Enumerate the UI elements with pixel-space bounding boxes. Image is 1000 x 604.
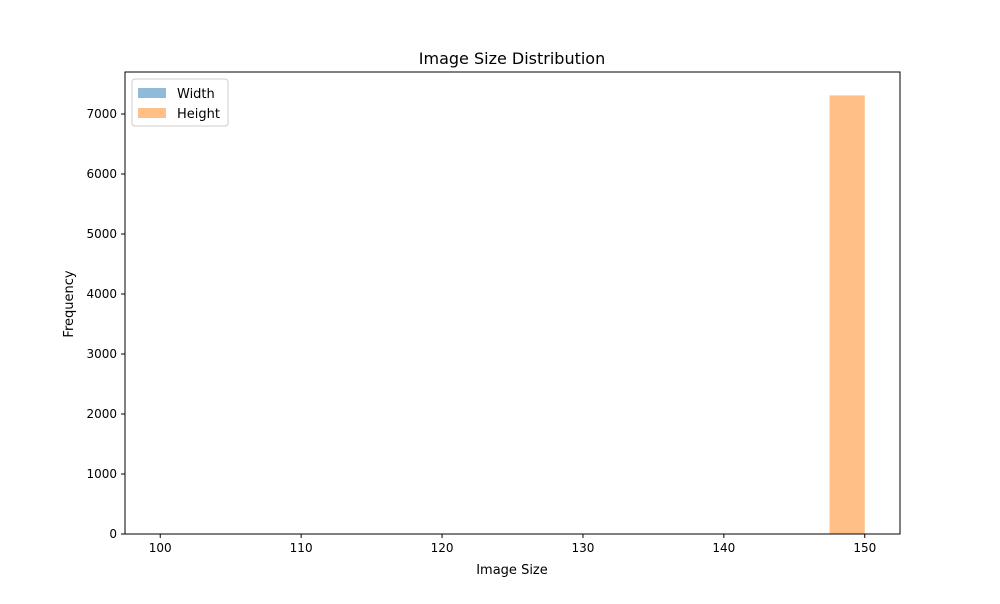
legend-label-height: Height: [177, 107, 220, 122]
chart-title: Image Size Distribution: [419, 49, 605, 68]
x-tick-label: 120: [431, 541, 454, 555]
y-tick-label: 1000: [86, 467, 117, 481]
ticks-layer: 100 110 120 130 140 150 0 1000 2000 3000 4000 5000 6…: [86, 107, 876, 555]
y-tick-label: 4000: [86, 287, 117, 301]
x-tick-label: 150: [853, 541, 876, 555]
y-axis-label: Frequency: [62, 270, 77, 337]
plot-frame: [124, 71, 901, 535]
y-tick-label: 3000: [86, 347, 117, 361]
x-tick-label: 110: [290, 541, 313, 555]
bar-height-0: [829, 95, 865, 535]
y-tick-label: 0: [109, 527, 117, 541]
x-tick-label: 140: [712, 541, 735, 555]
legend: Width Height: [131, 78, 229, 127]
x-tick-label: 100: [149, 541, 172, 555]
legend-label-width: Width: [177, 87, 215, 102]
y-tick-label: 5000: [86, 227, 117, 241]
x-axis-label: Image Size: [476, 563, 548, 578]
bars-layer: [829, 95, 865, 535]
legend-swatch-width: [138, 88, 166, 98]
y-tick-label: 6000: [86, 167, 117, 181]
x-tick-label: 130: [572, 541, 595, 555]
legend-swatch-height: [138, 108, 166, 118]
y-tick-label: 7000: [86, 107, 117, 121]
y-tick-label: 2000: [86, 407, 117, 421]
